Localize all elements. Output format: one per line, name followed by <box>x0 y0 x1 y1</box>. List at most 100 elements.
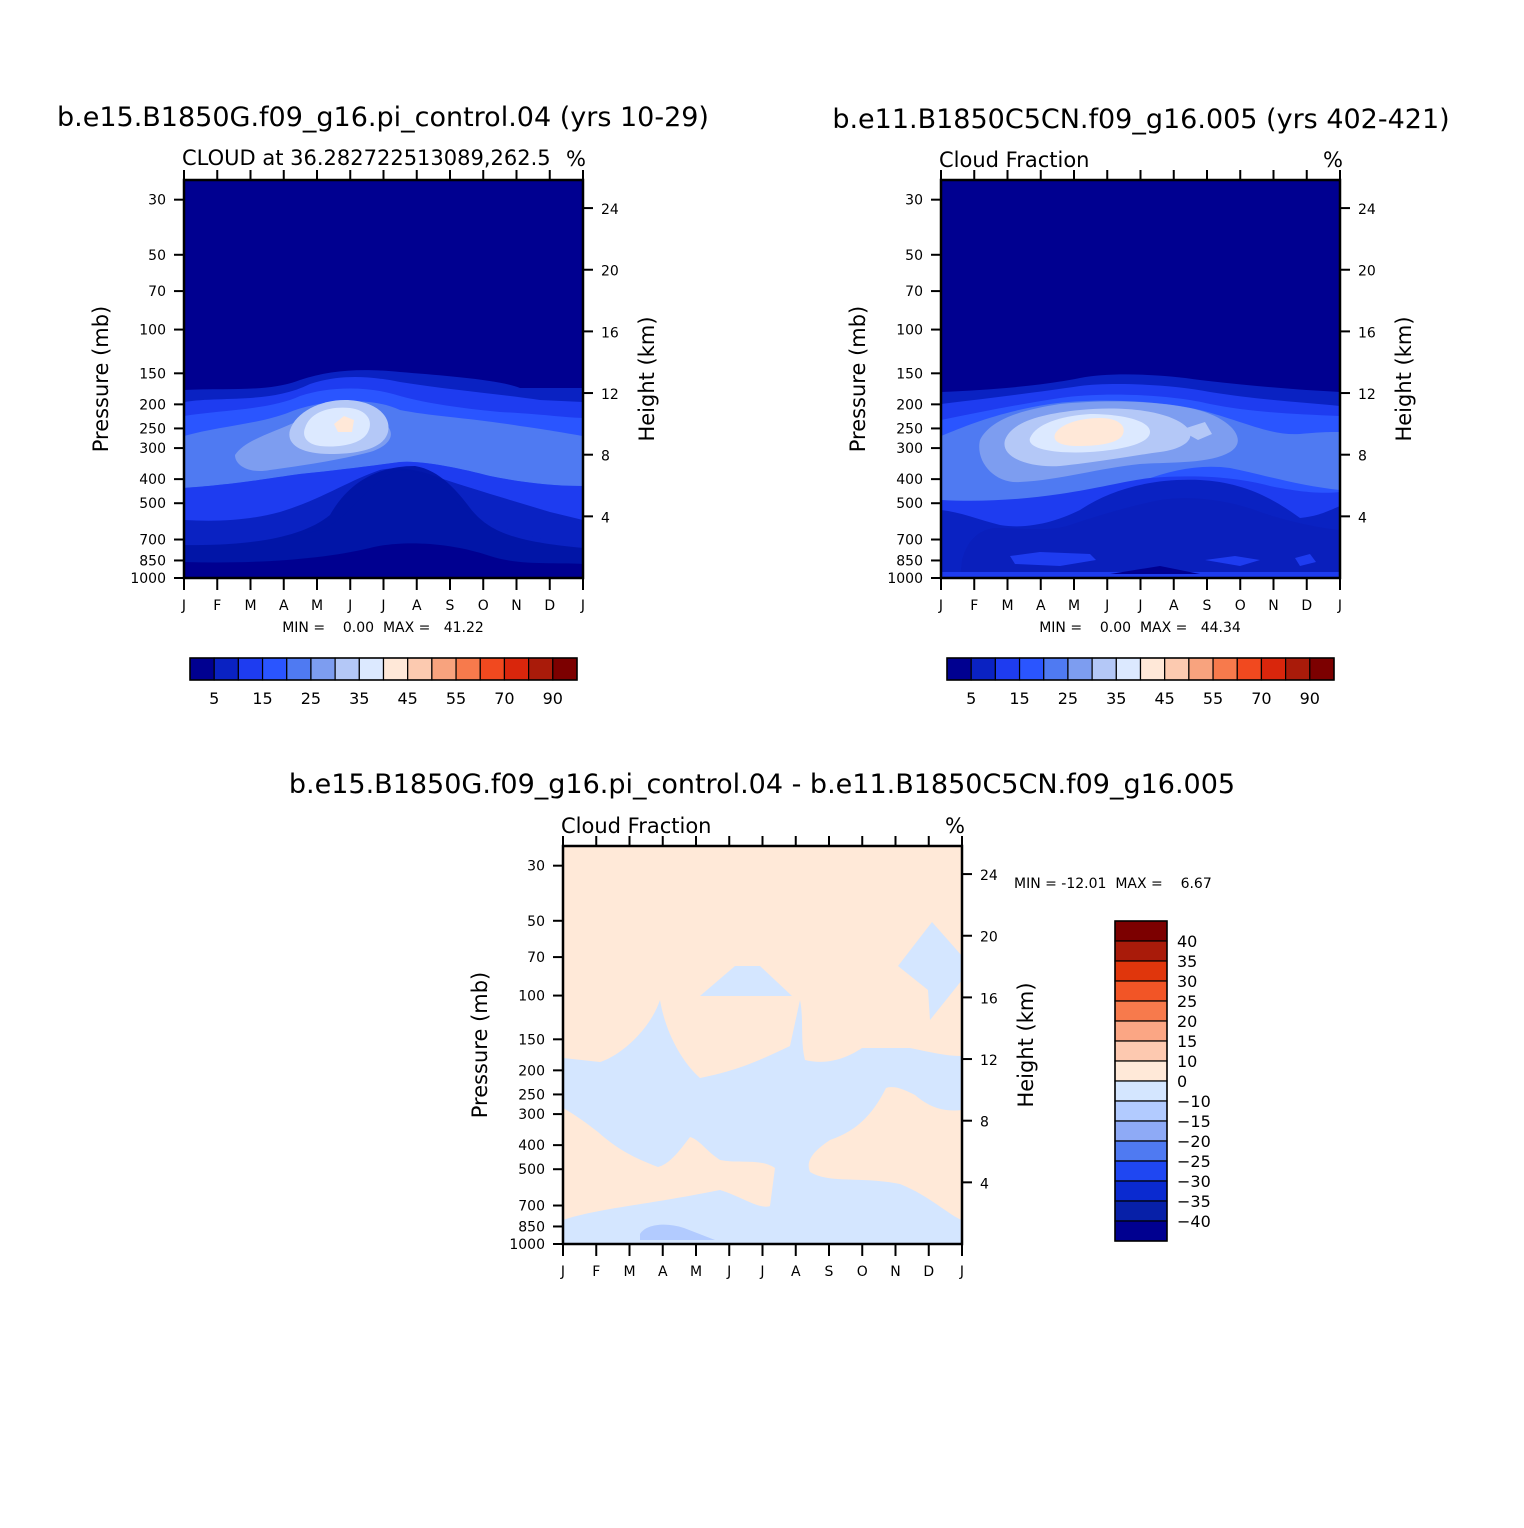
panel1-xtick-label: J <box>380 598 385 614</box>
panel1-colorbar-box <box>431 657 457 681</box>
panel2-colorbar-label: 25 <box>1058 689 1078 708</box>
panel3-colorbar-label: −10 <box>1177 1092 1211 1111</box>
panel3-ytick-label: 500 <box>518 1162 545 1178</box>
panel2-xtick-label: M <box>1001 598 1013 614</box>
panel1-colorbar-box <box>358 657 385 681</box>
panel1-ylabel: Pressure (mb) <box>89 306 113 453</box>
panel2-colorbar-box <box>1067 657 1093 681</box>
panel3-rtick-label: 4 <box>980 1176 989 1192</box>
panel2-ytick-label: 700 <box>896 533 923 549</box>
panel3-colorbar-box <box>1114 1020 1168 1042</box>
panel2-rtick-label: 4 <box>1358 510 1367 526</box>
panel3-ytick-label: 700 <box>518 1199 545 1215</box>
panel3-colorbar-label: 15 <box>1177 1032 1197 1051</box>
panel3-xtick-label: J <box>560 1264 565 1280</box>
panel3-xtick-label: J <box>726 1264 731 1280</box>
panel3-rtick-label: 16 <box>980 991 998 1007</box>
panel3-colorbar-box <box>1114 1000 1168 1022</box>
panel3-units: % <box>945 814 965 838</box>
panel3-xtick-label: M <box>690 1264 702 1280</box>
panel3-contour-field <box>563 846 962 1244</box>
panel1-ytick-label: 100 <box>139 323 166 339</box>
panel2-colorbar-box <box>1018 657 1045 681</box>
panel3-colorbar-box <box>1114 1140 1168 1162</box>
panel2-ytick-label: 400 <box>896 472 923 488</box>
panel3-colorbar-label: 10 <box>1177 1052 1197 1071</box>
panel3-ytick-label: 1000 <box>509 1237 545 1253</box>
panel3-ytick-label: 70 <box>527 950 545 966</box>
panel1-ytick-label: 700 <box>139 533 166 549</box>
panel3-colorbar-box <box>1114 1100 1168 1122</box>
panel2-stats: MIN = 0.00 MAX = 44.34 <box>1039 620 1241 636</box>
panel1-xtick-label: F <box>213 598 221 614</box>
panel1-ytick-label: 1000 <box>130 571 166 587</box>
panel2-colorbar-box <box>1260 657 1287 681</box>
panel2-ytick-label: 150 <box>896 366 923 382</box>
panel3-rtick-label: 20 <box>980 930 998 946</box>
panel1-rtick-label: 16 <box>601 325 619 341</box>
panel1-colorbar-box <box>528 657 554 681</box>
panel2-colorbar-box <box>1115 657 1142 681</box>
panel2-xtick-label: J <box>1337 598 1342 614</box>
panel2-ytick-label: 30 <box>905 193 923 209</box>
panel2-colorbar-label: 45 <box>1155 689 1175 708</box>
panel2-xtick-label: S <box>1203 598 1212 614</box>
panel1-colorbar-frame <box>189 657 578 681</box>
panel1-ytick-label: 850 <box>139 553 166 569</box>
panel3-xtick-label: F <box>592 1264 600 1280</box>
panel3-colorbar-box <box>1114 960 1168 982</box>
panel2-colorbar-label: 15 <box>1009 689 1029 708</box>
panel1-colorbar-box <box>552 657 578 681</box>
panel2-colorbar-box <box>1091 657 1117 681</box>
panel3-ylabel-right: Height (km) <box>1014 982 1038 1107</box>
panel1-title: b.e15.B1850G.f09_g16.pi_control.04 (yrs … <box>57 102 709 133</box>
panel3-colorbar-label: 20 <box>1177 1012 1197 1031</box>
panel2-xtick-label: F <box>970 598 978 614</box>
panel3-xtick-label: A <box>658 1264 668 1280</box>
panel3-xtick-label: N <box>890 1264 900 1280</box>
panel3-colorbar-label: −40 <box>1177 1212 1211 1231</box>
panel2-xtick-label: A <box>1169 598 1179 614</box>
panel3-colorbar-label: 35 <box>1177 952 1197 971</box>
panel2-colorbar-frame <box>946 657 1335 681</box>
panel3-colorbar-box <box>1114 1060 1168 1082</box>
panel3-colorbar-box <box>1114 920 1168 942</box>
panel1-colorbar-box <box>334 657 360 681</box>
panel1-colorbar-box <box>261 657 288 681</box>
panel3-colorbar-box <box>1114 1120 1168 1142</box>
panel2-colorbar-box <box>1212 657 1238 681</box>
panel2-ylabel: Pressure (mb) <box>846 306 870 453</box>
panel2-colorbar-label: 55 <box>1203 689 1223 708</box>
panel3-colorbar-label: −15 <box>1177 1112 1211 1131</box>
panel1-colorbar-box <box>503 657 530 681</box>
panel2-xtick-label: D <box>1301 598 1312 614</box>
panel1-colorbar-label: 25 <box>301 689 321 708</box>
panel2-colorbar-box <box>1043 657 1069 681</box>
panel2-xtick-label: N <box>1268 598 1278 614</box>
panel3-colorbar-label: 30 <box>1177 972 1197 991</box>
panel1-xtick-label: A <box>412 598 422 614</box>
panel1-colorbar-box <box>237 657 264 681</box>
panel3-xtick-label: M <box>623 1264 635 1280</box>
panel1-colorbar: 5 15 25 35 45 55 70 90 <box>189 657 578 708</box>
panel3-colorbar-label: −25 <box>1177 1152 1211 1171</box>
panel1-ytick-label: 250 <box>139 421 166 437</box>
panel3-colorbar-box <box>1114 1040 1168 1062</box>
panel3-colorbar-label: 25 <box>1177 992 1197 1011</box>
panel1-colorbar-box <box>286 657 312 681</box>
panel2-colorbar-label: 35 <box>1106 689 1126 708</box>
panel1-ytick-label: 30 <box>148 193 166 209</box>
panel3-colorbar-box <box>1114 1180 1168 1202</box>
panel3-colorbar-label: −20 <box>1177 1132 1211 1151</box>
panel2-colorbar-label: 70 <box>1251 689 1271 708</box>
panel2-colorbar-box <box>1164 657 1190 681</box>
panel3-colorbar-label: 0 <box>1177 1072 1187 1091</box>
panel3-colorbar-box <box>1114 1220 1168 1242</box>
panel1-colorbar-box <box>455 657 481 681</box>
panel1-colorbar-label: 70 <box>494 689 514 708</box>
panel3-ytick-label: 150 <box>518 1032 545 1048</box>
panel2-colorbar-box <box>994 657 1021 681</box>
panel3-subtitle: Cloud Fraction <box>561 814 712 838</box>
panel3-colorbar-box <box>1114 980 1168 1002</box>
panel2-rtick-label: 24 <box>1358 202 1376 218</box>
